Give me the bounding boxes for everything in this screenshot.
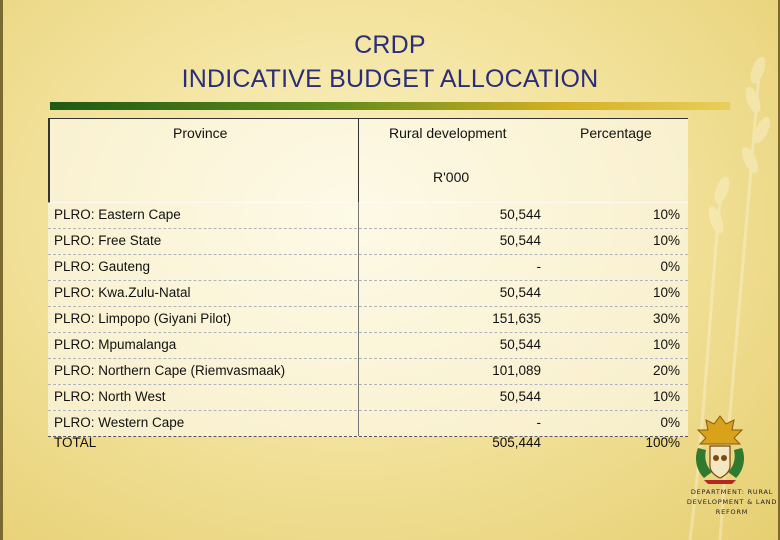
row-percentage: 10% xyxy=(652,207,680,222)
department-line-3: REFORM xyxy=(715,508,749,516)
left-border xyxy=(0,0,3,540)
row-percentage: 10% xyxy=(652,337,680,352)
header-divider xyxy=(358,119,359,203)
row-province: PLRO: Western Cape xyxy=(54,415,185,430)
row-province: PLRO: Free State xyxy=(54,233,162,248)
row-amount: 50,544 xyxy=(499,337,541,352)
coat-of-arms-icon xyxy=(696,415,744,484)
title-line-2: INDICATIVE BUDGET ALLOCATION xyxy=(181,65,599,93)
row-province: PLRO: North West xyxy=(54,389,166,404)
total-percentage: 100% xyxy=(645,435,680,450)
row-amount: 50,544 xyxy=(499,389,541,404)
title-line-1: CRDP xyxy=(354,31,426,59)
table-row: PLRO: North West 50,544 10% xyxy=(48,384,688,411)
row-percentage: 30% xyxy=(652,311,680,326)
department-name: DEPARTMENT: RURAL DEVELOPMENT & LAND REF… xyxy=(686,487,778,517)
table-row: PLRO: Free State 50,544 10% xyxy=(48,228,688,255)
table-row: PLRO: Northern Cape (Riemvasmaak) 101,08… xyxy=(48,358,688,385)
row-amount: 50,544 xyxy=(499,207,541,222)
row-percentage: 10% xyxy=(652,389,680,404)
row-percentage: 10% xyxy=(652,285,680,300)
row-amount: - xyxy=(536,415,542,430)
table-row: PLRO: Mpumalanga 50,544 10% xyxy=(48,332,688,359)
total-amount: 505,444 xyxy=(492,435,541,450)
row-percentage: 20% xyxy=(652,363,680,378)
row-amount: - xyxy=(536,259,542,274)
row-province: PLRO: Gauteng xyxy=(54,259,151,274)
header-province: Province xyxy=(173,125,228,141)
table-header: Province Rural development Percentage R'… xyxy=(48,118,688,203)
table-row: PLRO: Western Cape - 0% xyxy=(48,410,688,437)
row-amount: 151,635 xyxy=(492,311,541,326)
table-row: PLRO: Eastern Cape 50,544 10% xyxy=(48,202,688,229)
title-underline xyxy=(50,102,730,110)
table-row: PLRO: Limpopo (Giyani Pilot) 151,635 30% xyxy=(48,306,688,333)
header-percentage: Percentage xyxy=(580,125,652,141)
row-percentage: 0% xyxy=(660,415,680,430)
table-row: PLRO: Kwa.Zulu-Natal 50,544 10% xyxy=(48,280,688,307)
row-province: PLRO: Eastern Cape xyxy=(54,207,181,222)
row-amount: 50,544 xyxy=(499,233,541,248)
row-province: PLRO: Mpumalanga xyxy=(54,337,177,352)
row-province: PLRO: Limpopo (Giyani Pilot) xyxy=(54,311,232,326)
right-border xyxy=(778,0,780,540)
department-line-1: DEPARTMENT: RURAL xyxy=(690,488,774,496)
header-left-border xyxy=(48,119,50,203)
header-unit: R'000 xyxy=(433,169,470,185)
row-province: PLRO: Northern Cape (Riemvasmaak) xyxy=(54,363,286,378)
row-amount: 50,544 xyxy=(499,285,541,300)
header-rural-development: Rural development xyxy=(389,125,507,141)
table-row: PLRO: Gauteng - 0% xyxy=(48,254,688,281)
total-row: TOTAL 505,444 100% xyxy=(48,430,688,456)
slide-title: CRDP INDICATIVE BUDGET ALLOCATION xyxy=(0,28,780,96)
total-label: TOTAL xyxy=(54,435,97,450)
row-percentage: 0% xyxy=(660,259,680,274)
row-percentage: 10% xyxy=(652,233,680,248)
row-province: PLRO: Kwa.Zulu-Natal xyxy=(54,285,191,300)
budget-table: Province Rural development Percentage R'… xyxy=(48,118,688,455)
department-line-2: DEVELOPMENT & LAND xyxy=(686,498,778,506)
row-amount: 101,089 xyxy=(492,363,541,378)
